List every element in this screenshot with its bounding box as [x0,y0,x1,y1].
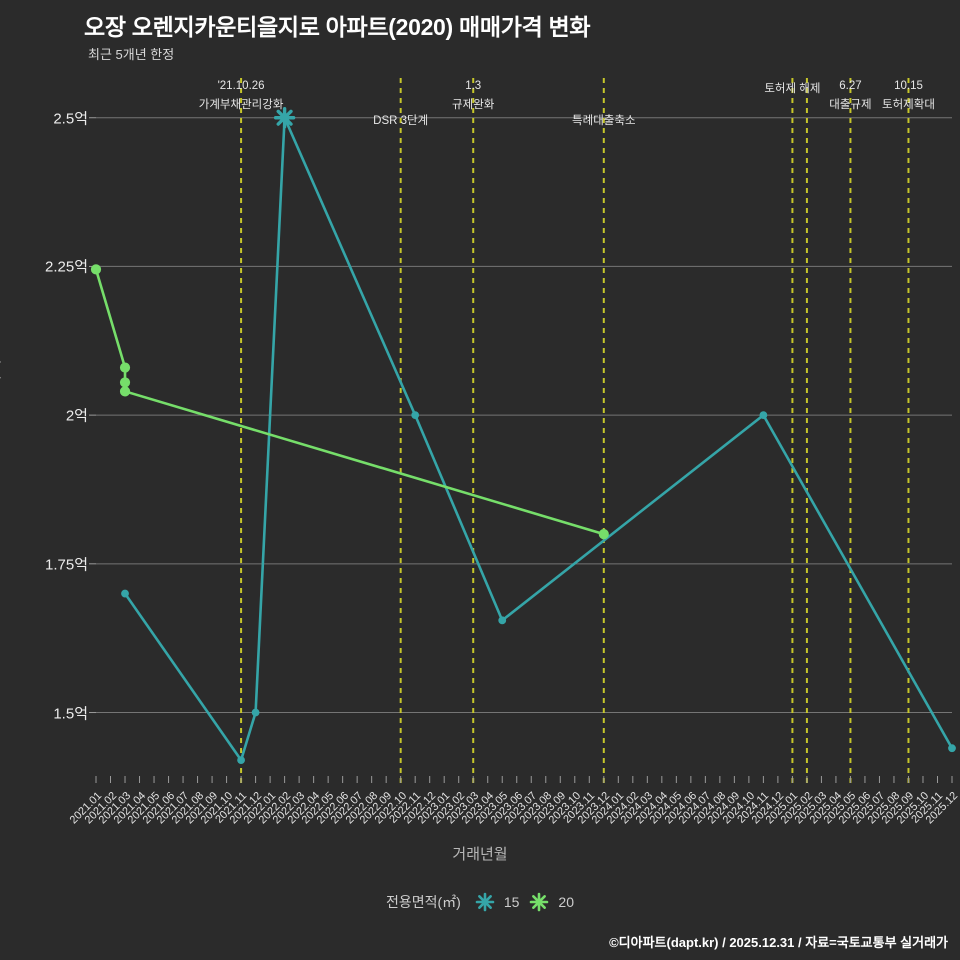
y-tick-label: 2.5억 [53,110,88,128]
annotation-label: DSR 3단계 [373,115,429,127]
annotation-label: 1.3 [465,80,482,92]
data-point[interactable] [119,362,131,373]
peak-star-marker [273,107,296,129]
data-point[interactable] [121,589,129,598]
legend-item-15[interactable]: 15 [474,892,520,912]
legend-label: 15 [503,894,520,910]
legend-star-icon [475,892,495,912]
x-axis-label: 거래년월 [452,846,508,863]
data-point[interactable] [90,264,102,275]
page-subtitle: 최근 5개년 한정 [88,47,175,62]
data-point[interactable] [119,386,131,397]
annotation-label: 10.15 [894,80,923,92]
annotation-label: 6.27 [839,80,862,92]
data-point[interactable] [119,377,131,388]
legend-item-20[interactable]: 20 [528,892,574,912]
series-line-20 [94,268,606,536]
y-tick-label: 2억 [65,407,88,425]
legend-title: 전용면적(㎡) [385,894,461,910]
annotation-label: 특례대출축소 [572,115,636,127]
annotation-label: 가계부채관리강화 [198,99,284,111]
legend-label: 20 [558,894,574,910]
data-point[interactable] [948,744,956,753]
annotation-label: 토허제확대 [882,99,935,111]
annotation-label: 토허제 해제 [764,83,821,95]
data-point[interactable] [411,411,420,420]
data-point[interactable] [237,756,245,765]
legend-star-icon [530,892,549,912]
data-point[interactable] [498,616,507,625]
series-line-15 [123,116,954,762]
data-point[interactable] [251,708,260,717]
y-tick-label: 2.25억 [45,258,88,276]
annotation-label: 규제완화 [452,99,495,111]
annotation-label: 대출규제 [829,99,872,111]
page-title: 오장 오렌지카운티을지로 아파트(2020) 매매가격 변화 [84,14,591,40]
chart-legend: 전용면적(㎡) 15 20 [0,892,960,912]
footer-credit: ©디아파트(dapt.kr) / 2025.12.31 / 자료=국토교통부 실… [609,935,948,950]
y-tick-label: 1.75억 [45,556,88,574]
data-point[interactable] [759,411,768,420]
y-tick-label: 1.5억 [53,705,88,723]
data-point[interactable] [598,528,609,540]
y-axis-ticks: 2.5억 2.25억 2억 1.75억 1.5억 [0,0,88,960]
annotation-label: '21.10.26 [217,80,265,92]
